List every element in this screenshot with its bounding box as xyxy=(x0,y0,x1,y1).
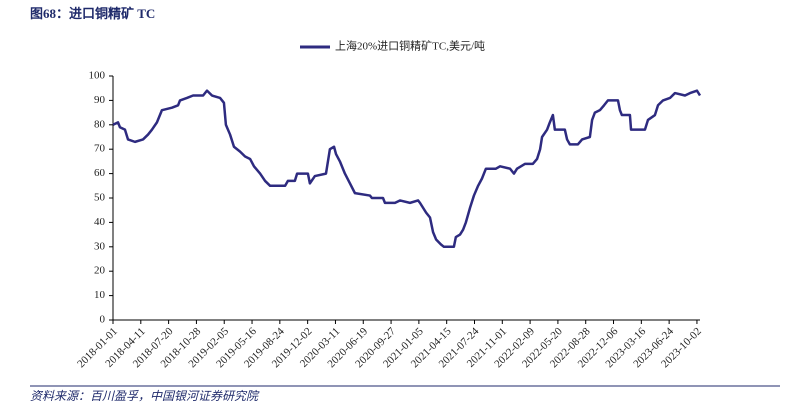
y-tick-label: 10 xyxy=(94,289,106,301)
y-tick-label: 50 xyxy=(94,192,106,204)
y-tick-label: 20 xyxy=(94,265,106,277)
y-tick-label: 70 xyxy=(94,143,106,155)
legend-label: 上海20%进口铜精矿TC,美元/吨 xyxy=(335,39,485,53)
y-tick-label: 30 xyxy=(94,240,106,252)
data-line xyxy=(112,89,702,249)
chart-title: 图68：进口铜精矿 TC xyxy=(30,6,155,21)
y-tick-label: 100 xyxy=(89,70,106,82)
y-tick-label: 40 xyxy=(94,216,106,228)
y-tick-label: 0 xyxy=(100,314,106,326)
y-tick-label: 90 xyxy=(94,94,106,106)
source-note: 资料来源：百川盈孚，中国银河证券研究院 xyxy=(30,389,260,403)
y-tick-label: 60 xyxy=(94,167,106,179)
y-tick-label: 80 xyxy=(94,118,106,130)
